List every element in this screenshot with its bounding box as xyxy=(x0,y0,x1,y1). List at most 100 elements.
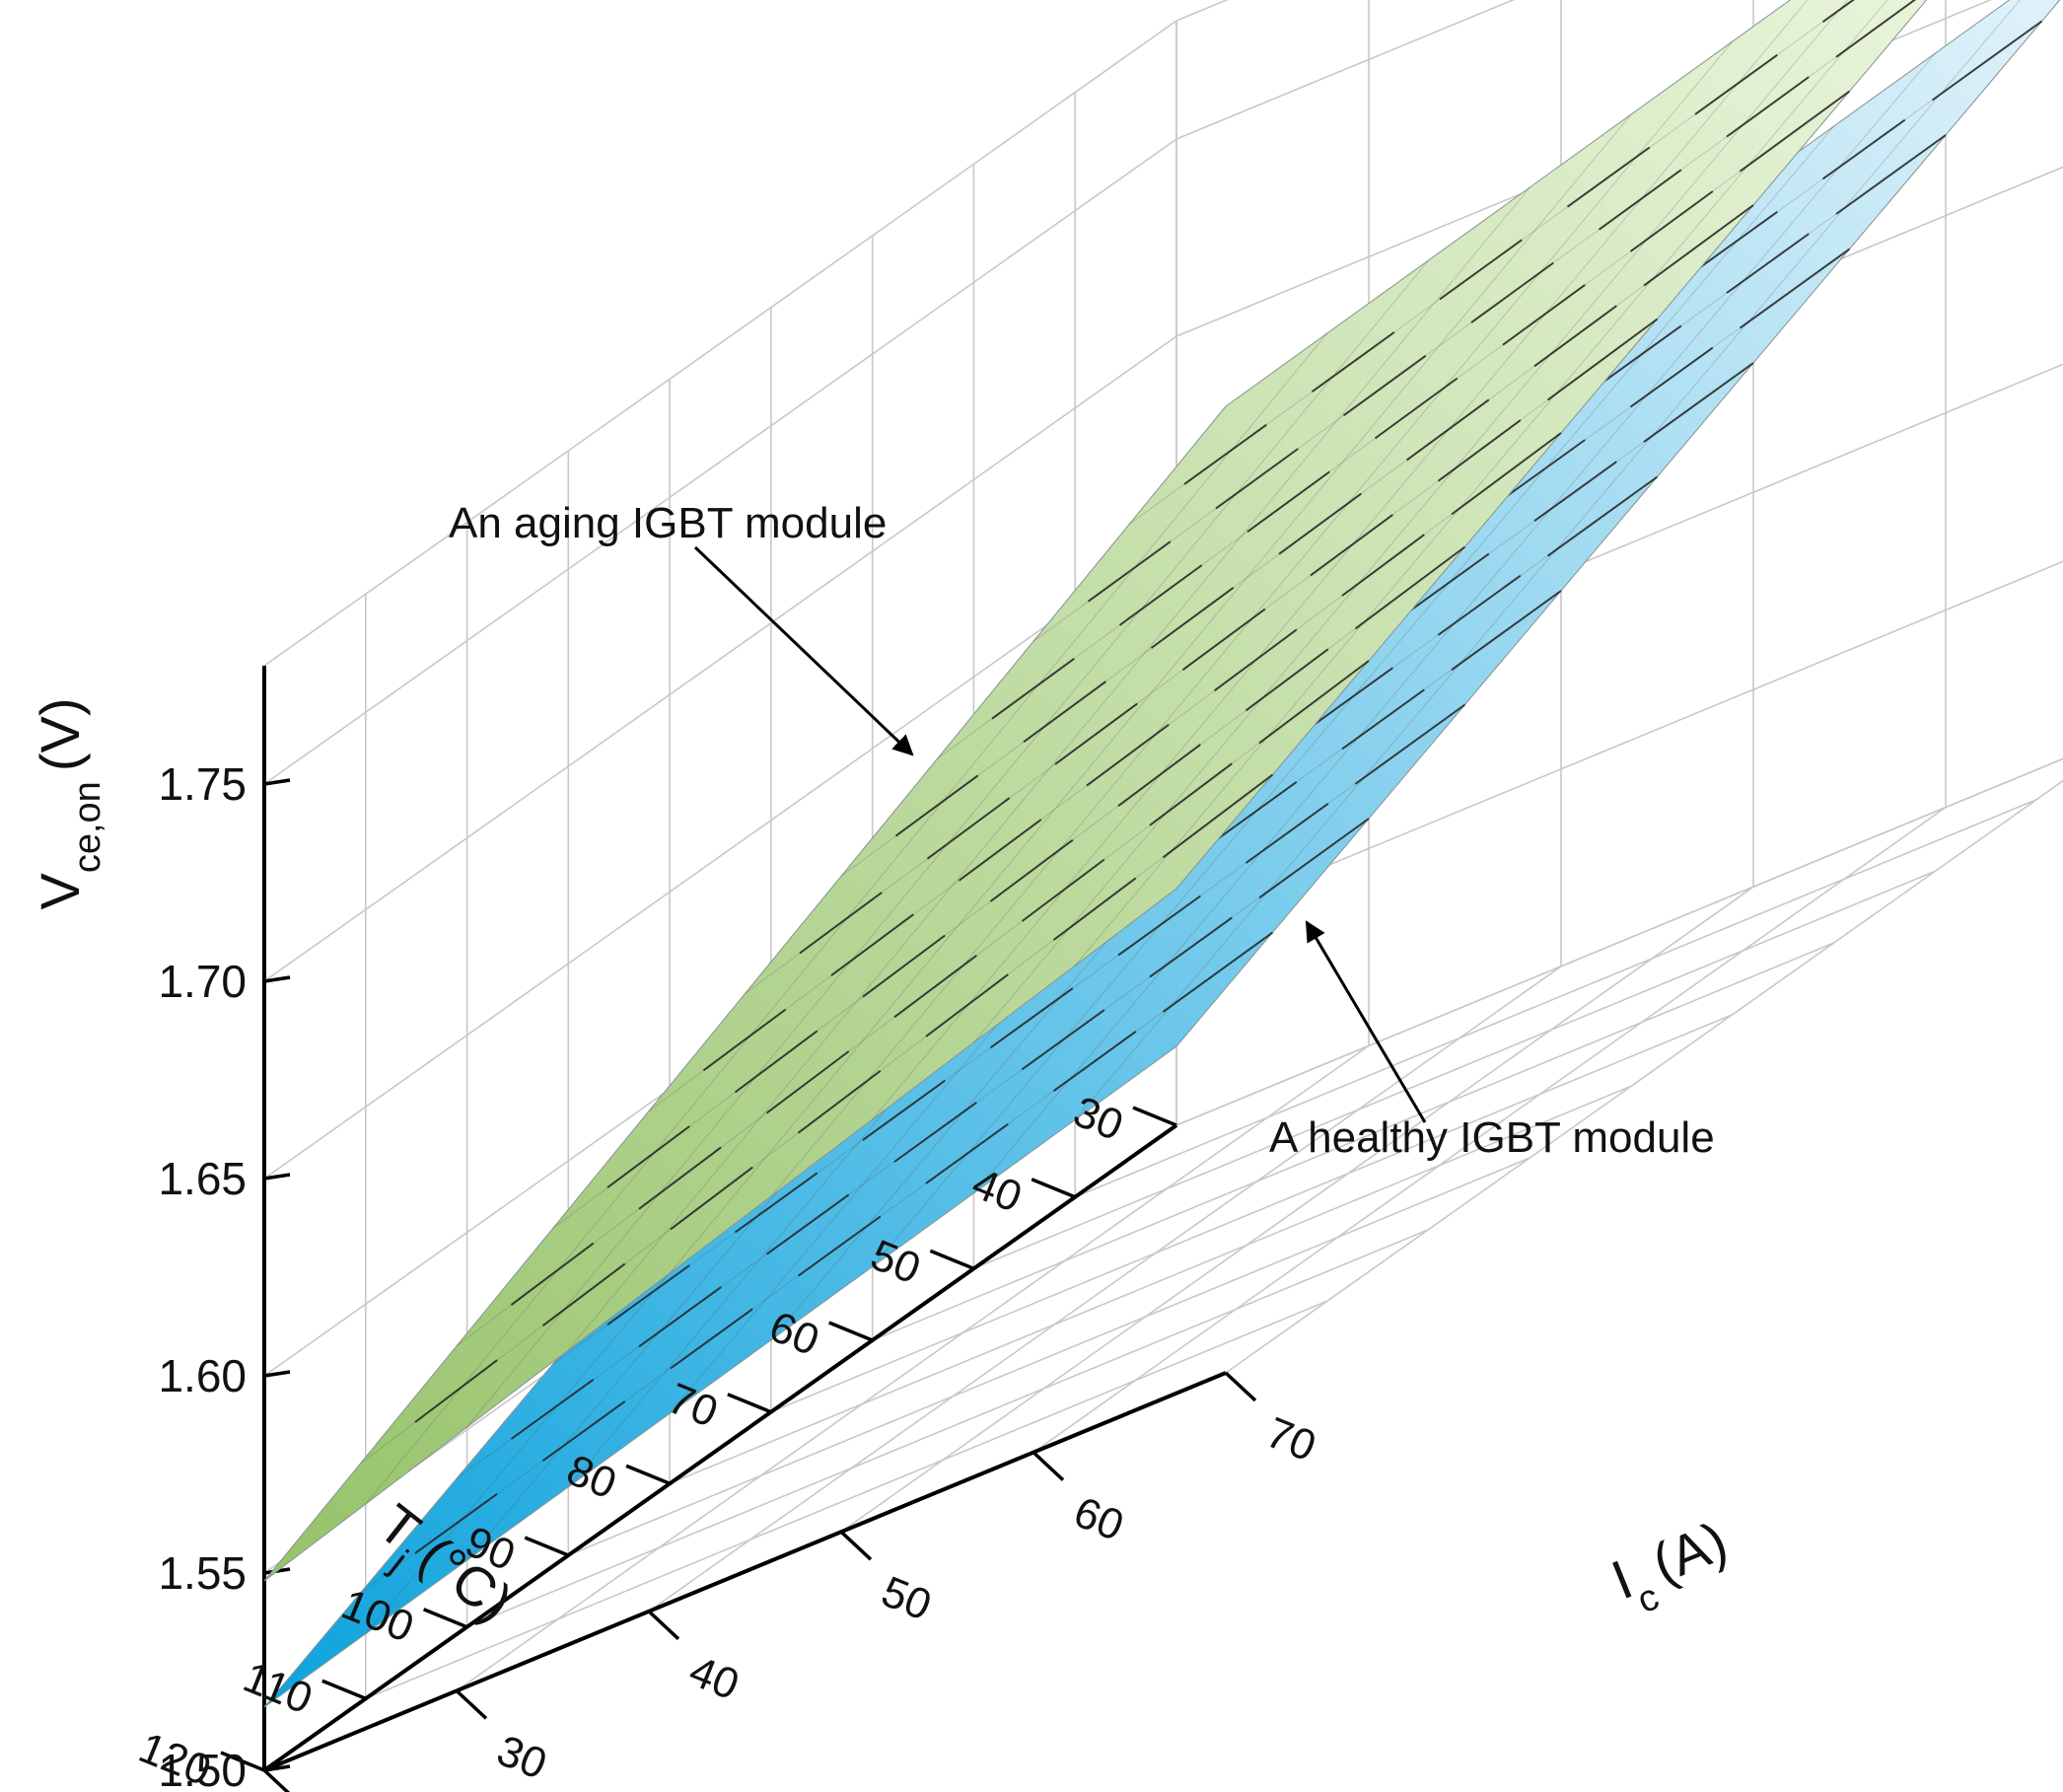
surface-aging-contour-seg xyxy=(606,1125,690,1189)
surface-aging-contour-seg xyxy=(1117,744,1201,808)
surface-aging-contour-seg xyxy=(1150,586,1235,649)
ic-tick xyxy=(455,1689,488,1720)
v-tick xyxy=(263,1173,291,1181)
ic-tick xyxy=(1224,1371,1257,1402)
z-axis-title: Vce,on(V) xyxy=(29,698,108,910)
tj-tick xyxy=(422,1608,468,1629)
floor-gridline-ic xyxy=(840,886,1754,1533)
surface-healthy-contour-seg xyxy=(797,1215,882,1277)
surface-healthy-contour-seg xyxy=(414,1492,498,1554)
surface-healthy-contour-seg xyxy=(1310,667,1393,729)
left-wall-gridline-v xyxy=(263,335,1177,982)
tj-tick xyxy=(828,1321,874,1342)
surface-healthy-contour-seg xyxy=(1821,118,1906,180)
tj-tick xyxy=(220,1751,265,1772)
ic-tick-label: 50 xyxy=(875,1567,938,1630)
ic-tick-label: 60 xyxy=(1067,1487,1130,1550)
v-tick xyxy=(263,778,291,786)
v-tick-label: 1.65 xyxy=(158,1153,247,1204)
surface-aging-contour-seg xyxy=(1149,762,1233,826)
surface-aging-contour-seg xyxy=(797,1070,882,1134)
surface-healthy-contour-seg xyxy=(1021,1009,1105,1071)
surface-healthy-contour-seg xyxy=(1726,233,1810,294)
surface-healthy-contour-seg xyxy=(1437,574,1522,636)
tj-tick xyxy=(1132,1106,1177,1127)
surface-healthy-contour-seg xyxy=(1598,324,1682,387)
surface-healthy-contour-seg xyxy=(541,1400,626,1463)
surface-healthy-contour-seg xyxy=(670,1308,753,1370)
surface-healthy-contour-seg xyxy=(1149,916,1233,978)
surface-aging-contour-seg xyxy=(1183,423,1267,485)
surface-healthy-contour-seg xyxy=(765,1193,850,1255)
surface-aging-contour-seg xyxy=(510,1242,595,1306)
annotation-aging-arrow xyxy=(693,545,914,756)
surface-aging-contour-seg xyxy=(765,1050,850,1114)
surface-aging-contour-seg xyxy=(926,797,1011,860)
ic-tick xyxy=(262,1768,291,1792)
surface-aging-contour xyxy=(1162,773,1274,859)
surface-aging-contour-seg xyxy=(1245,648,1329,712)
right-wall-top-edge xyxy=(1175,0,1229,22)
surface-aging-contour-seg xyxy=(1023,681,1106,744)
surface-aging-contour-seg xyxy=(1310,514,1393,577)
right-wall-gridline-v xyxy=(1175,0,1516,140)
surface-aging-contour-seg xyxy=(1278,492,1362,555)
surface-aging-contour-seg xyxy=(989,838,1074,902)
surface-aging-mesh-tj xyxy=(263,405,1227,1582)
surface-healthy-contour-seg xyxy=(925,1122,1009,1184)
floor-gridline-ic xyxy=(456,1044,1370,1692)
surface-healthy-contour-seg xyxy=(1117,895,1201,957)
surface-healthy-contour xyxy=(1258,818,1370,899)
surface-aging-contour-seg xyxy=(799,892,883,955)
surface-healthy-contour-seg xyxy=(1213,780,1298,842)
surface-healthy-contour-seg xyxy=(1502,439,1586,500)
ic-tick-label: 70 xyxy=(1259,1408,1322,1471)
floor-gridline-tj xyxy=(365,1300,1328,1700)
surface-aging-contour-seg xyxy=(541,1262,626,1326)
surface-aging-contour-seg xyxy=(1087,540,1172,603)
surface-aging-contour-seg xyxy=(1726,76,1810,138)
surface-aging-contour-seg xyxy=(1021,858,1105,922)
surface-aging-contour-seg xyxy=(1821,0,1855,24)
floor-gridline-tj xyxy=(770,1013,1734,1413)
v-tick-label: 1.50 xyxy=(158,1745,247,1792)
annotations: An aging IGBT module A healthy IGBT modu… xyxy=(449,499,1715,1162)
surface-aging-contour xyxy=(1258,660,1370,745)
surface-aging-mesh-tj xyxy=(669,113,1632,1274)
ic-tick xyxy=(647,1610,680,1641)
surface-aging-contour xyxy=(1739,90,1851,173)
surface-aging-contour-seg xyxy=(1054,702,1138,765)
surface-healthy-contour-seg xyxy=(1694,210,1778,272)
surface-healthy-contour-seg xyxy=(893,1101,977,1163)
tj-tick xyxy=(524,1536,569,1557)
right-wall-gridline-v xyxy=(1175,560,2063,929)
axes xyxy=(220,666,1257,1792)
surface-aging-mesh-ic xyxy=(263,888,1177,1582)
floor-gridline-ic xyxy=(1032,806,1947,1454)
surface-healthy-contour-seg xyxy=(1405,552,1490,614)
left-wall-gridline-v xyxy=(263,138,1177,785)
surface-aging-contour-seg xyxy=(1437,419,1522,482)
surface-aging-contour-seg xyxy=(1598,169,1682,231)
left-wall-gridline-v xyxy=(263,533,1177,1180)
surface-healthy-mesh-ic xyxy=(263,1045,1177,1708)
floor-gridline-tj xyxy=(1074,798,2037,1198)
surface-aging-contour-seg xyxy=(1694,53,1778,115)
surface-aging-contour-seg xyxy=(1566,146,1651,208)
surface-aging-mesh-tj xyxy=(567,186,1530,1351)
left-wall-top-edge xyxy=(263,20,1177,667)
tj-tick xyxy=(1031,1178,1076,1199)
surface-aging-contour-seg xyxy=(1341,534,1425,597)
surface-aging-contour xyxy=(1835,0,1917,58)
surface-aging-contour-seg xyxy=(862,934,946,998)
annotation-aging: An aging IGBT module xyxy=(449,499,887,547)
v-tick-label: 1.55 xyxy=(158,1547,247,1599)
surfaces xyxy=(263,0,2061,1708)
surface-aging-contour-seg xyxy=(1374,377,1458,440)
surface-aging-contour-seg xyxy=(1405,398,1490,462)
surface-healthy-contour-seg xyxy=(510,1378,595,1440)
annotation-healthy-arrow xyxy=(1305,920,1427,1123)
surface-healthy-contour xyxy=(1546,475,1659,557)
surface-healthy-contour-seg xyxy=(1629,346,1714,408)
annotation-healthy: A healthy IGBT module xyxy=(1269,1113,1715,1162)
